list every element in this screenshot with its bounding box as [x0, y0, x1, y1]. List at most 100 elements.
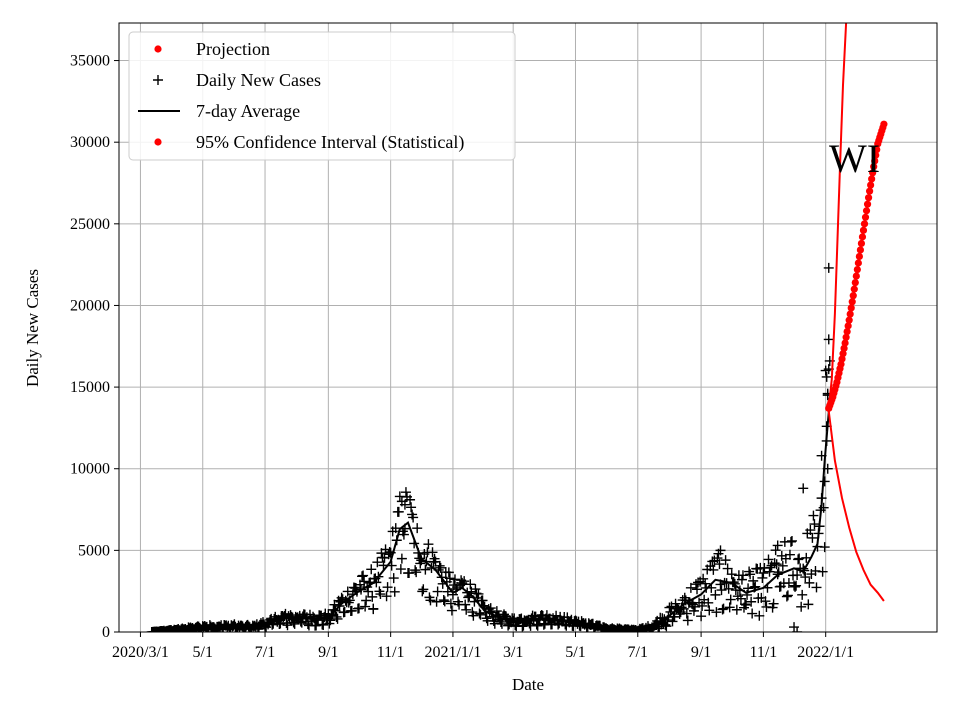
x-tick-label: 7/1 — [628, 644, 648, 661]
legend-label: Daily New Cases — [196, 70, 321, 90]
daily-case-point — [741, 599, 752, 610]
legend-dot-marker — [154, 45, 162, 53]
projection-point — [841, 339, 849, 347]
daily-case-point — [381, 591, 392, 602]
daily-case-point — [792, 627, 803, 632]
daily-case-point — [823, 334, 834, 345]
daily-case-point — [423, 539, 434, 550]
daily-case-point — [446, 605, 457, 616]
daily-case-point — [332, 613, 343, 624]
daily-case-point — [396, 553, 407, 564]
daily-case-point — [485, 603, 496, 614]
daily-case-point — [358, 570, 369, 581]
daily-case-point — [790, 581, 801, 592]
daily-case-point — [718, 603, 729, 614]
projection-point — [852, 272, 860, 280]
daily-case-point — [708, 564, 719, 575]
daily-case-point — [687, 599, 698, 610]
daily-case-point — [399, 499, 410, 510]
daily-case-point — [810, 565, 821, 576]
daily-case-point — [764, 566, 775, 577]
y-tick-label: 35000 — [70, 53, 110, 70]
projection-point — [872, 151, 880, 159]
projection-point — [861, 213, 870, 221]
daily-case-point — [426, 562, 437, 573]
daily-case-point — [772, 540, 783, 551]
daily-case-point — [786, 535, 797, 546]
daily-case-point — [368, 604, 379, 615]
y-tick-label: 30000 — [70, 134, 110, 151]
daily-case-point — [389, 586, 400, 597]
daily-case-point — [361, 595, 372, 606]
daily-case-point — [805, 525, 816, 536]
daily-case-point — [682, 615, 693, 626]
daily-case-point — [757, 572, 768, 583]
daily-case-point — [819, 476, 830, 487]
daily-case-point — [725, 594, 736, 605]
x-tick-label: 9/1 — [691, 644, 711, 661]
daily-case-point — [532, 620, 543, 631]
ci-lower-line — [827, 411, 885, 602]
daily-case-point — [724, 602, 735, 613]
plot-frame — [118, 22, 938, 633]
daily-case-point — [434, 560, 445, 571]
seven-day-average-line — [151, 411, 830, 632]
daily-case-point — [481, 613, 492, 624]
daily-case-point — [395, 564, 406, 575]
daily-case-point — [331, 611, 342, 622]
daily-case-point — [792, 570, 803, 581]
y-tick-label: 5000 — [78, 542, 110, 559]
daily-case-point — [809, 519, 820, 530]
daily-case-point — [707, 556, 718, 567]
projection-point — [864, 194, 873, 202]
projection-point — [850, 285, 858, 293]
daily-case-point — [393, 506, 404, 517]
daily-case-point — [146, 627, 157, 632]
daily-case-point — [342, 586, 353, 597]
projection-point — [869, 169, 877, 177]
daily-case-point — [475, 609, 486, 620]
projection-point — [845, 316, 853, 324]
daily-case-point — [359, 576, 370, 587]
y-tick-label: 20000 — [70, 297, 110, 314]
daily-case-point — [367, 591, 378, 602]
daily-case-point — [432, 586, 443, 597]
projection-point — [853, 265, 861, 274]
daily-case-point — [411, 567, 422, 578]
daily-case-point — [783, 577, 794, 588]
daily-case-point — [690, 579, 701, 590]
daily-case-point — [797, 589, 808, 600]
legend-dot-marker — [154, 138, 162, 146]
projection-point — [871, 157, 879, 165]
daily-case-point — [819, 542, 830, 553]
daily-case-point — [720, 555, 731, 566]
projection-point — [863, 200, 872, 208]
daily-case-point — [697, 600, 708, 611]
projection-point — [848, 298, 856, 306]
daily-case-point — [457, 577, 468, 588]
projection-point — [855, 252, 863, 261]
projection-point — [868, 175, 876, 183]
daily-case-point — [375, 589, 386, 600]
projection-point — [854, 259, 862, 267]
daily-case-point — [408, 512, 419, 523]
daily-case-point — [439, 596, 450, 607]
daily-case-point — [405, 494, 416, 505]
daily-case-point — [726, 569, 737, 580]
projection-point — [851, 279, 859, 287]
daily-case-point — [758, 568, 769, 579]
x-tick-label: 7/1 — [255, 644, 275, 661]
x-tick-label: 9/1 — [318, 644, 338, 661]
daily-case-point — [445, 598, 456, 609]
state-annotation: WI — [829, 136, 880, 181]
daily-case-point — [796, 601, 807, 612]
daily-case-point — [289, 618, 300, 629]
daily-case-point — [821, 371, 832, 382]
daily-case-point — [353, 603, 364, 614]
daily-case-point — [696, 611, 707, 622]
daily-case-point — [777, 560, 788, 571]
daily-case-point — [803, 599, 814, 610]
daily-case-point — [339, 607, 350, 618]
daily-case-point — [425, 595, 436, 606]
daily-case-point — [737, 570, 748, 581]
